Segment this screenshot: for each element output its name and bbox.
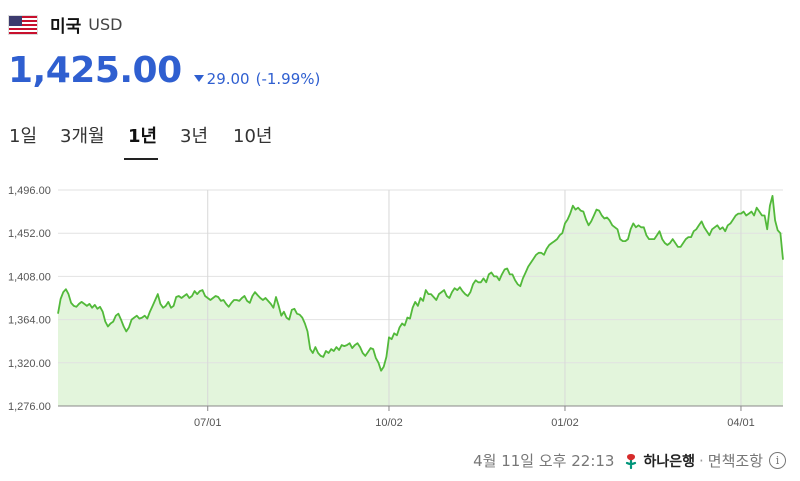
chart-area-fill (58, 195, 783, 406)
rate-change: 29.00 (-1.99%) (193, 69, 321, 88)
tab-3y[interactable]: 3년 (180, 126, 209, 147)
exchange-rate: 1,425.00 (8, 50, 182, 91)
hana-bank-logo-icon (626, 453, 637, 469)
y-tick-label: 1,320.00 (8, 358, 51, 370)
chart-svg: 1,496.00 1,452.00 1,408.00 1,364.00 1,320.00… (8, 185, 784, 429)
price-row: 1,425.00 29.00 (-1.99%) (8, 50, 320, 91)
country-name: 미국 (50, 17, 82, 37)
x-tick-label: 01/02 (551, 417, 579, 429)
change-percent: (-1.99%) (255, 69, 321, 88)
y-tick-label: 1,364.00 (8, 315, 51, 327)
tab-3m[interactable]: 3개월 (60, 126, 105, 147)
currency-header: 미국 USD (8, 12, 122, 37)
tab-1d[interactable]: 1일 (9, 126, 38, 147)
tab-10y[interactable]: 10년 (233, 126, 273, 147)
bank-name: 하나은행 (643, 453, 696, 470)
y-tick-label: 1,408.00 (8, 271, 51, 283)
y-tick-label: 1,452.00 (8, 228, 51, 240)
change-amount: 29.00 (206, 69, 250, 88)
down-arrow-icon (193, 75, 204, 82)
currency-code: USD (88, 15, 123, 34)
exchange-rate-chart[interactable]: 1,496.00 1,452.00 1,408.00 1,364.00 1,320.00… (0, 170, 800, 440)
active-tab-indicator (124, 158, 158, 160)
period-tabs: 1일 3개월 1년 3년 10년 (0, 118, 340, 162)
footer: 4월 11일 오후 22:13 하나은행 · 면책조항 i (473, 450, 786, 471)
y-tick-label: 1,496.00 (8, 185, 51, 197)
timestamp: 4월 11일 오후 22:13 (473, 452, 615, 470)
rate-series-line (57, 195, 784, 372)
x-tick-label: 07/01 (194, 417, 222, 429)
x-tick-label: 10/02 (375, 417, 403, 429)
y-tick-label: 1,276.00 (8, 401, 51, 413)
disclaimer-link[interactable]: 면책조항 (707, 452, 763, 470)
info-icon[interactable]: i (769, 452, 786, 469)
us-flag-icon (8, 14, 38, 35)
tab-1y[interactable]: 1년 (128, 126, 158, 147)
separator: · (699, 451, 704, 470)
x-tick-label: 04/01 (727, 417, 755, 429)
